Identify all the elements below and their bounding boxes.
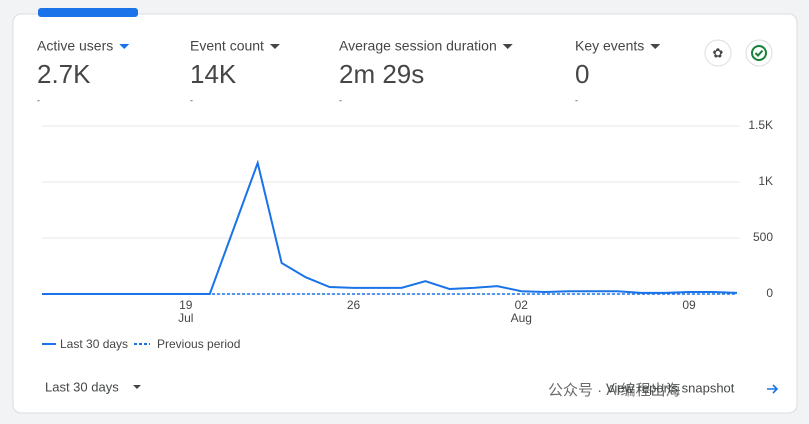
- y-tick-label: 1K: [758, 174, 773, 188]
- insights-glyph: ✿: [713, 45, 724, 60]
- date-range[interactable]: Last 30 days: [45, 379, 119, 394]
- metric-dropdown: [119, 44, 130, 49]
- metric-change: -: [339, 95, 342, 105]
- x-tick-label: 09: [682, 298, 696, 312]
- x-tick-label: 02: [515, 298, 529, 312]
- status-check: [754, 49, 764, 57]
- metric-label: Event count: [190, 38, 264, 54]
- metric-value: 14K: [190, 59, 237, 89]
- x-tick-label: 19: [179, 298, 193, 312]
- metric-dropdown: [650, 44, 661, 49]
- legend-label: Previous period: [157, 337, 240, 351]
- metric-change: -: [37, 95, 40, 105]
- tab-indicator: [38, 8, 138, 17]
- x-tick-sublabel: Jul: [178, 311, 193, 325]
- watermark: 公众号 · AI编程出海: [548, 382, 681, 399]
- metric-change: -: [190, 95, 193, 105]
- status-ring: [751, 45, 767, 61]
- legend-label: Last 30 days: [60, 337, 128, 351]
- insights-icon[interactable]: [704, 39, 732, 67]
- metric-label: Key events: [575, 38, 644, 54]
- report-link[interactable]: View reports snapshot: [606, 380, 735, 395]
- metric-dropdown: [269, 44, 280, 49]
- x-tick-label: 26: [347, 298, 361, 312]
- metric-value: 2.7K: [37, 59, 91, 89]
- series-line: [42, 159, 738, 295]
- x-tick-sublabel: Aug: [511, 311, 532, 325]
- dropdown-arrow: [133, 385, 141, 389]
- metric-value: 2m 29s: [339, 59, 424, 89]
- metrics: Active users 2.7K - Event count 14K - Average …: [37, 38, 661, 105]
- link-arrow: [767, 384, 779, 394]
- y-tick-label: 1.5K: [748, 118, 773, 132]
- metric-label: Average session duration: [339, 38, 497, 54]
- metric-change: -: [575, 95, 578, 105]
- card-bg: [12, 13, 798, 414]
- metric-label[interactable]: Active users: [37, 38, 113, 54]
- metric-dropdown: [502, 44, 513, 49]
- y-tick-label: 0: [766, 286, 773, 300]
- metric-value: 0: [575, 59, 589, 89]
- y-tick-label: 500: [753, 230, 773, 244]
